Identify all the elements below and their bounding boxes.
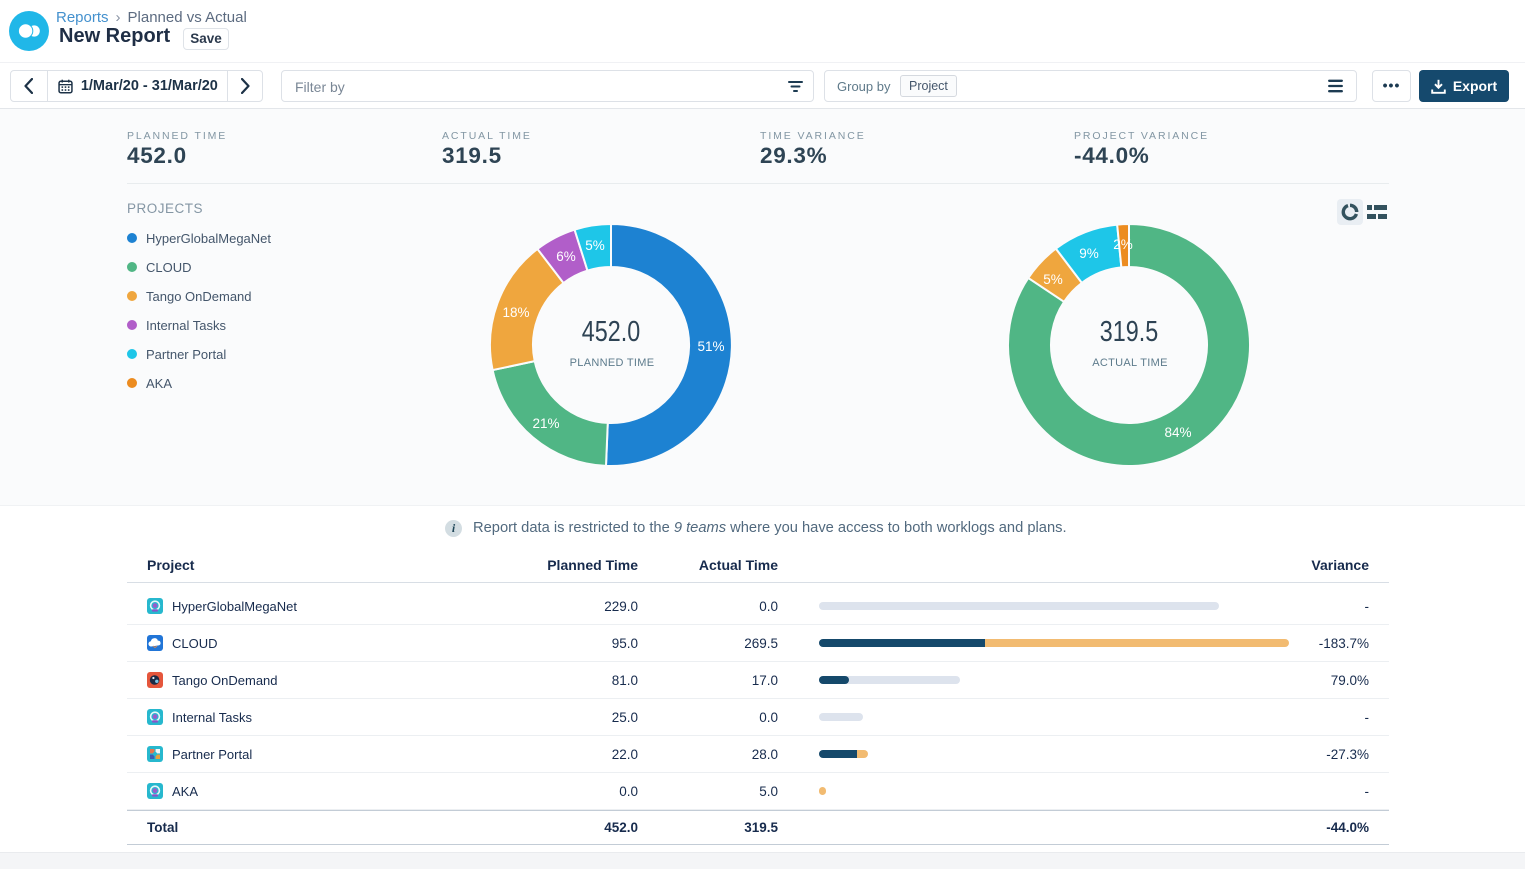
svg-text:9%: 9%	[1079, 246, 1099, 261]
svg-text:18%: 18%	[502, 305, 529, 320]
svg-text:PLANNED TIME: PLANNED TIME	[570, 357, 655, 369]
svg-text:21%: 21%	[532, 416, 559, 431]
svg-text:ACTUAL TIME: ACTUAL TIME	[1092, 357, 1167, 369]
svg-text:84%: 84%	[1164, 425, 1191, 440]
svg-text:452.0: 452.0	[582, 315, 640, 348]
svg-text:2%: 2%	[1113, 237, 1133, 252]
svg-text:51%: 51%	[697, 339, 724, 354]
svg-text:5%: 5%	[585, 238, 605, 253]
svg-text:319.5: 319.5	[1100, 315, 1158, 348]
svg-text:5%: 5%	[1043, 272, 1063, 287]
svg-text:6%: 6%	[556, 249, 576, 264]
